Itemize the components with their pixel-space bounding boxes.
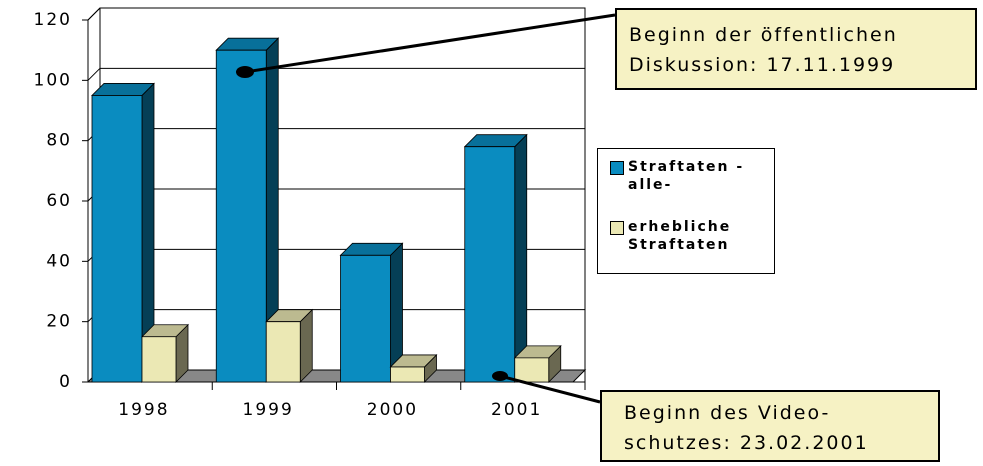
- y-tick-label: 40: [46, 251, 72, 271]
- y-tick-label: 60: [46, 191, 72, 211]
- x-tick-label: 2001: [491, 400, 542, 420]
- bar: [91, 82, 155, 383]
- grid-line: [87, 67, 585, 81]
- legend-swatch: [610, 221, 624, 235]
- legend-swatch: [610, 161, 624, 175]
- annotation: Beginn des Video-schutzes: 23.02.2001: [600, 390, 940, 462]
- bar: [265, 308, 314, 383]
- legend: [597, 148, 775, 274]
- y-tick-label: 120: [34, 10, 72, 30]
- legend-label: erhebliche Straftaten: [628, 219, 732, 253]
- callout-dot: [236, 66, 254, 78]
- bar: [463, 133, 528, 383]
- bar: [141, 323, 189, 383]
- bar: [339, 242, 404, 383]
- callout-line: [244, 13, 616, 74]
- grid-line: [87, 7, 585, 21]
- bar: [513, 344, 562, 383]
- legend-entry: Straftaten -alle-: [610, 158, 760, 194]
- bar: [389, 353, 438, 383]
- annotation: Beginn der öffentlichen Diskussion: 17.1…: [615, 8, 977, 90]
- x-tick-label: 1999: [243, 400, 294, 420]
- y-tick-label: 20: [46, 312, 72, 332]
- legend-entry: erhebliche Straftaten: [610, 218, 760, 254]
- y-tick-label: 100: [34, 70, 72, 90]
- x-tick-label: 1998: [118, 400, 169, 420]
- y-tick-label: 0: [59, 372, 72, 392]
- bar: [215, 37, 280, 383]
- x-tick-label: 2000: [367, 400, 418, 420]
- y-tick-label: 80: [46, 131, 72, 151]
- callout-dot: [492, 371, 508, 381]
- callout-line: [499, 374, 601, 404]
- legend-label: Straftaten -alle-: [628, 159, 745, 193]
